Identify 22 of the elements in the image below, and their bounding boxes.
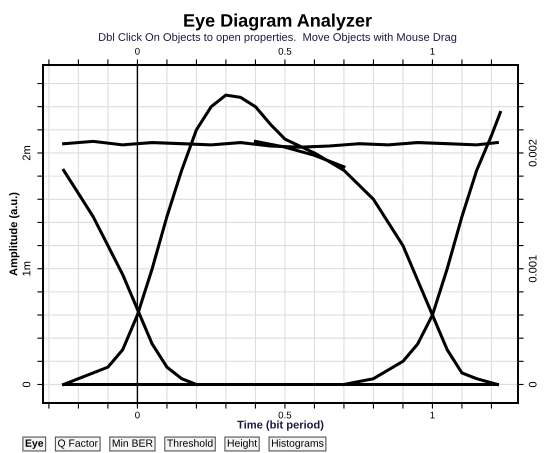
chart-subtitle: Dbl Click On Objects to open properties. Move Objects with Mouse Drag: [99, 32, 456, 44]
x-tick-label: 0.5: [278, 412, 292, 418]
text: Q Factor: [58, 439, 98, 449]
x-tick-label: 1: [430, 412, 435, 418]
x2-tick-label: 1: [430, 48, 435, 55]
y-axis-title: Amplitude (a.u.): [9, 192, 20, 276]
chart-title: Eye Diagram Analyzer: [184, 14, 372, 30]
y2-tick-label: 0.001: [528, 255, 537, 282]
text: Min BER: [112, 439, 152, 447]
text: Height: [228, 439, 258, 449]
y-tick-label: 1m: [22, 262, 30, 276]
x2-tick-label: 0: [135, 48, 140, 55]
text: Threshold: [167, 439, 213, 447]
y2-tick-label: 0: [528, 382, 537, 388]
y-tick-label: 2m: [22, 146, 30, 160]
x-axis-title: Time (bit period): [237, 420, 324, 431]
text: Histograms: [272, 439, 324, 449]
y-tick-label: 0: [22, 382, 30, 388]
text: Eye: [26, 440, 44, 449]
y2-tick-label: 0.002: [528, 140, 537, 166]
x2-tick-label: 0.5: [278, 48, 292, 55]
x-tick-label: 0: [135, 412, 140, 418]
